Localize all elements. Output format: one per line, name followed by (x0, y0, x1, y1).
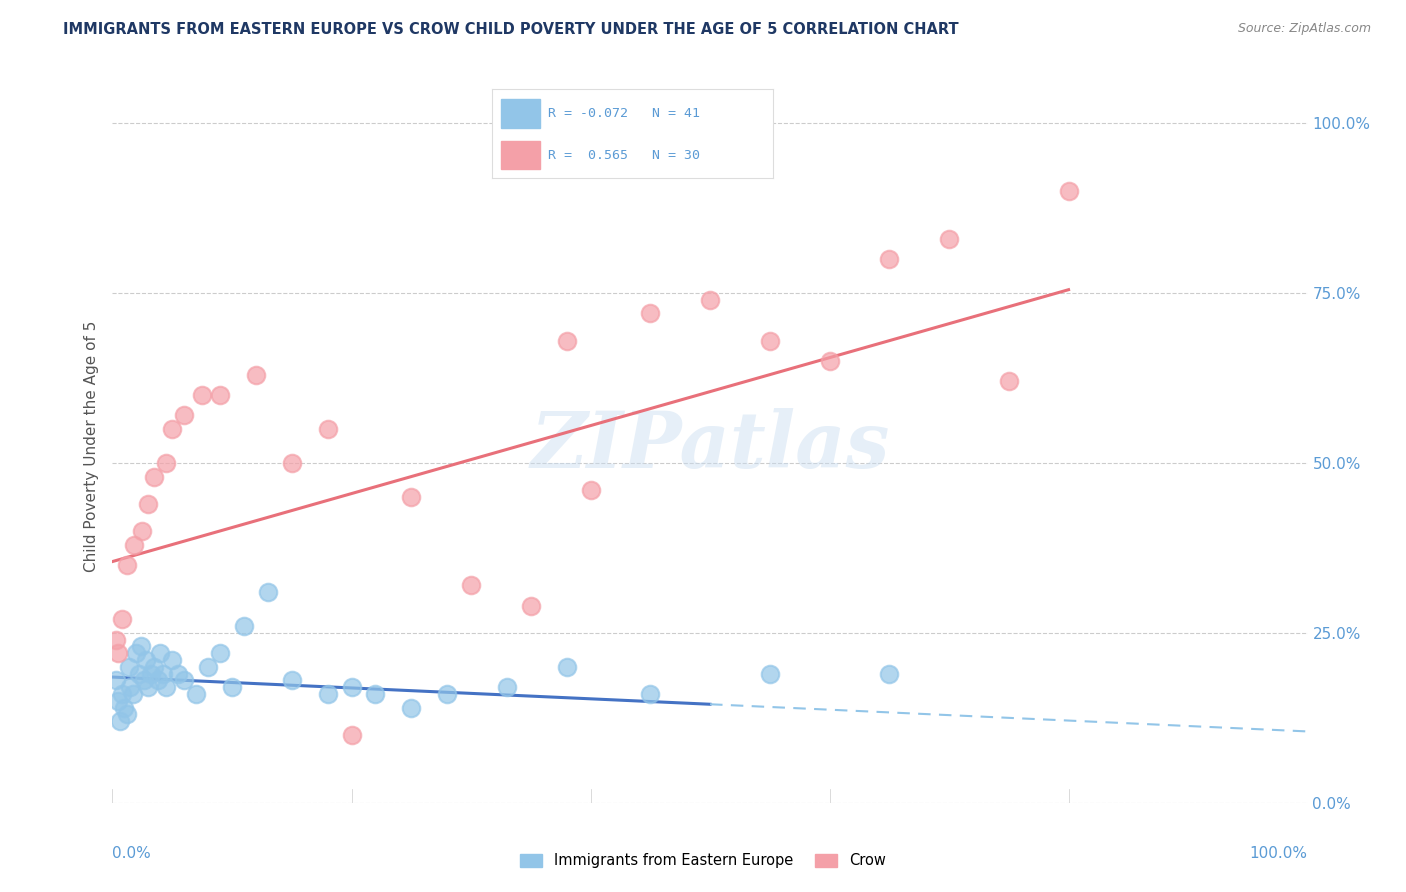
Point (143, 660, 166, 674)
Point (1057, 184, 1080, 198)
Point (121, 687, 143, 701)
Point (579, 483, 602, 498)
Point (162, 653, 183, 667)
Point (938, 232, 960, 246)
Point (173, 673, 195, 688)
Point (221, 680, 243, 694)
Point (316, 422, 339, 436)
Point (460, 578, 482, 592)
Point (818, 354, 841, 368)
Point (496, 680, 519, 694)
Point (149, 646, 172, 660)
Text: R = -0.072   N = 41: R = -0.072 N = 41 (548, 107, 700, 120)
Point (120, 680, 142, 694)
Point (152, 666, 174, 681)
Point (155, 456, 177, 470)
Point (131, 524, 153, 538)
Point (191, 388, 214, 402)
Point (115, 558, 138, 572)
Point (998, 375, 1021, 389)
Point (107, 646, 129, 660)
Point (699, 293, 721, 307)
Point (281, 673, 304, 688)
Text: ZIPatlas: ZIPatlas (530, 408, 890, 484)
Bar (501, 99, 540, 128)
Text: IMMIGRANTS FROM EASTERN EUROPE VS CROW CHILD POVERTY UNDER THE AGE OF 5 CORRELAT: IMMIGRANTS FROM EASTERN EUROPE VS CROW C… (63, 22, 959, 37)
Text: 100.0%: 100.0% (1250, 846, 1308, 861)
Point (138, 497, 160, 511)
Point (879, 252, 901, 266)
Point (759, 666, 782, 681)
Point (146, 673, 169, 688)
Legend: Immigrants from Eastern Europe, Crow: Immigrants from Eastern Europe, Crow (513, 847, 893, 876)
Point (186, 687, 208, 701)
Point (132, 673, 155, 688)
Point (879, 666, 901, 681)
Point (108, 714, 131, 729)
Text: 0.0%: 0.0% (112, 846, 152, 861)
Point (401, 700, 423, 714)
Point (105, 632, 128, 647)
Point (111, 687, 134, 701)
Point (520, 599, 543, 613)
Point (209, 646, 232, 660)
Point (155, 680, 177, 694)
Text: R =  0.565   N = 30: R = 0.565 N = 30 (548, 149, 700, 161)
Point (173, 409, 195, 423)
Point (107, 694, 129, 708)
Point (128, 666, 150, 681)
Point (139, 666, 162, 681)
Point (340, 680, 363, 694)
Point (162, 422, 183, 436)
Point (135, 653, 157, 667)
Text: Source: ZipAtlas.com: Source: ZipAtlas.com (1237, 22, 1371, 36)
Point (143, 469, 166, 483)
Point (316, 687, 339, 701)
Point (118, 660, 141, 674)
Point (233, 619, 256, 633)
Point (436, 687, 458, 701)
Point (364, 687, 387, 701)
Point (401, 490, 423, 504)
Point (122, 537, 145, 551)
Point (209, 388, 232, 402)
Point (114, 700, 135, 714)
Point (555, 660, 578, 674)
Point (257, 585, 280, 599)
Point (129, 640, 152, 654)
Y-axis label: Child Poverty Under the Age of 5: Child Poverty Under the Age of 5 (83, 320, 98, 572)
Point (640, 306, 662, 320)
Point (640, 687, 662, 701)
Point (115, 707, 138, 722)
Point (340, 728, 363, 742)
Point (245, 368, 267, 382)
Point (759, 334, 782, 348)
Bar (501, 141, 540, 169)
Point (125, 646, 148, 660)
Point (167, 666, 190, 681)
Point (105, 673, 128, 688)
Point (281, 456, 304, 470)
Point (197, 660, 219, 674)
Point (111, 612, 134, 626)
Point (138, 680, 160, 694)
Point (555, 334, 578, 348)
